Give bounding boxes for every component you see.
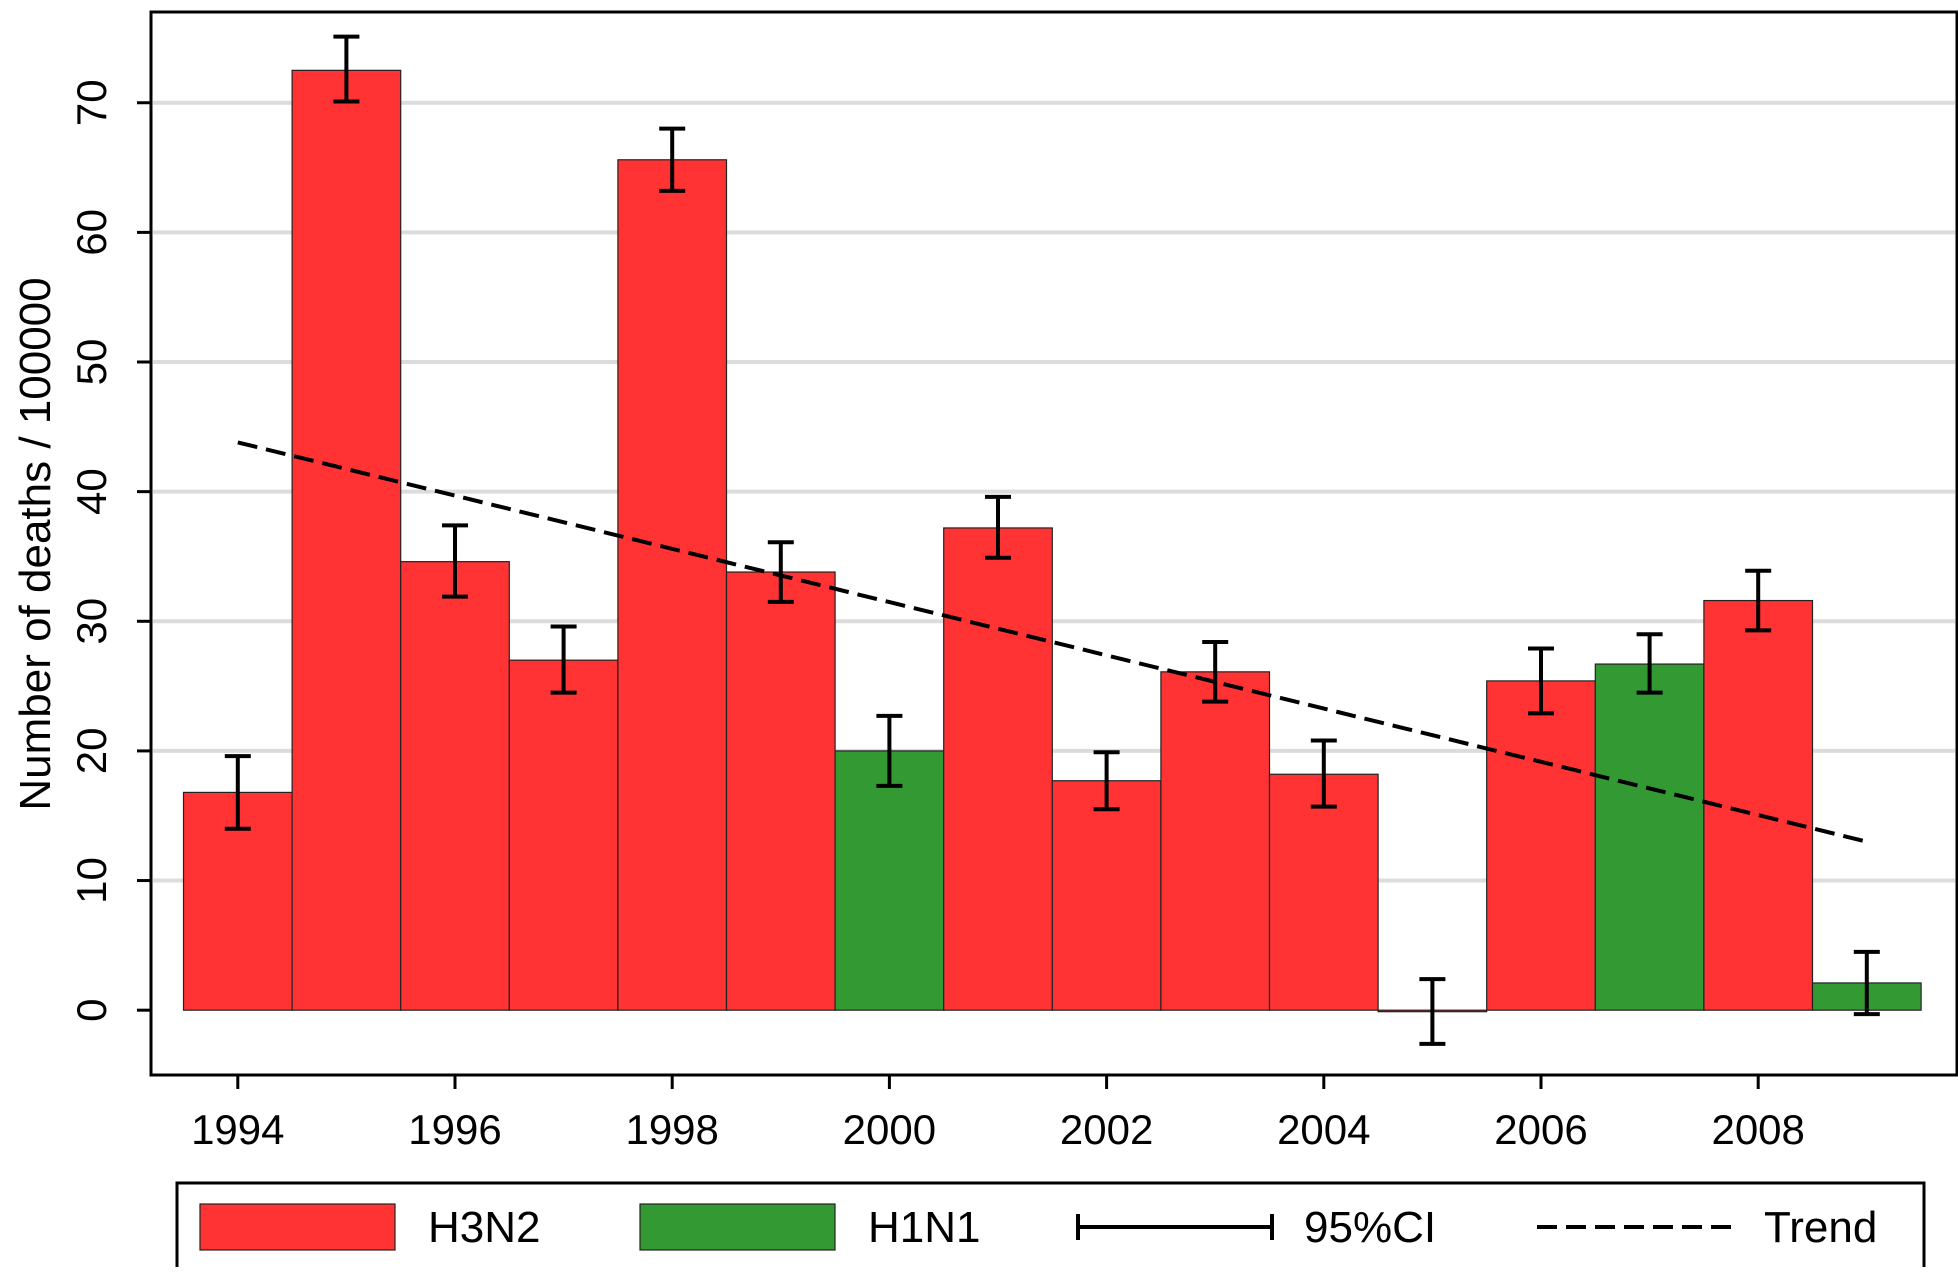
ci-2002 <box>1093 750 1120 812</box>
x-tick-label: 1996 <box>408 1106 501 1153</box>
y-axis-label: Number of deaths / 100000 <box>11 277 60 810</box>
ci-2005 <box>1419 977 1446 1046</box>
bar-2003 <box>1160 671 1271 1011</box>
trend-line <box>237 440 1868 844</box>
y-tick-label: 70 <box>68 79 115 126</box>
legend-swatch-h1n1 <box>639 1203 836 1251</box>
y-tick-label: 60 <box>68 209 115 256</box>
bar-2004 <box>1268 773 1379 1011</box>
y-axis: 0 10 20 30 40 50 60 70 <box>68 79 151 1022</box>
legend-symbol-ci <box>1076 1214 1274 1240</box>
legend-label-h3n2: H3N2 <box>428 1203 541 1252</box>
y-tick-label: 40 <box>68 468 115 515</box>
plot-frame <box>149 10 1958 1077</box>
ci-2000 <box>876 713 903 788</box>
y-tick-label: 0 <box>68 999 115 1022</box>
trend-layer <box>237 440 1868 844</box>
ci-1997 <box>550 624 577 695</box>
ci-2006 <box>1528 646 1554 716</box>
legend-swatch-h3n2 <box>199 1203 396 1251</box>
x-tick-label: 2004 <box>1277 1106 1370 1153</box>
x-tick-label: 2006 <box>1494 1106 1587 1153</box>
ci-1999 <box>767 540 794 604</box>
ci-2004 <box>1310 738 1337 809</box>
y-tick-label: 10 <box>68 857 115 904</box>
x-tick-label: 2002 <box>1060 1106 1153 1153</box>
bar-2002 <box>1051 780 1162 1011</box>
bar-1996 <box>400 561 510 1011</box>
ci-2003 <box>1202 640 1229 704</box>
bar-2000 <box>834 750 945 1011</box>
ci-2009 <box>1853 949 1880 1017</box>
y-tick-label: 20 <box>68 728 115 775</box>
bar-2006 <box>1486 680 1596 1011</box>
bar-1995 <box>291 69 402 1011</box>
ci-2007 <box>1636 632 1663 695</box>
x-tick-label: 1994 <box>191 1106 284 1153</box>
ci-1994 <box>224 754 251 831</box>
legend-label-ci: 95%CI <box>1304 1203 1436 1252</box>
bar-2007 <box>1594 663 1705 1011</box>
ci-1995 <box>333 34 360 104</box>
x-tick-label: 2008 <box>1711 1106 1804 1153</box>
bar-1997 <box>508 659 619 1011</box>
bar-1998 <box>617 159 728 1011</box>
bar-2001 <box>943 527 1053 1011</box>
ci-2001 <box>985 494 1011 560</box>
x-tick-label: 1998 <box>625 1106 718 1153</box>
bar-1999 <box>725 571 836 1011</box>
ci-1998 <box>659 126 686 193</box>
ci-2008 <box>1745 568 1772 633</box>
ci-1996 <box>442 523 468 599</box>
x-axis: 1994 1996 1998 2000 2002 2004 2006 2008 <box>191 1075 1805 1153</box>
y-tick-label: 50 <box>68 339 115 386</box>
y-tick-label: 30 <box>68 598 115 645</box>
legend: H3N2 H1N1 95%CI Trend <box>175 1181 1926 1272</box>
legend-label-h1n1: H1N1 <box>868 1203 981 1252</box>
confidence-intervals <box>224 34 1880 1046</box>
x-tick-label: 2000 <box>843 1106 936 1153</box>
legend-label-trend: Trend <box>1764 1203 1877 1252</box>
